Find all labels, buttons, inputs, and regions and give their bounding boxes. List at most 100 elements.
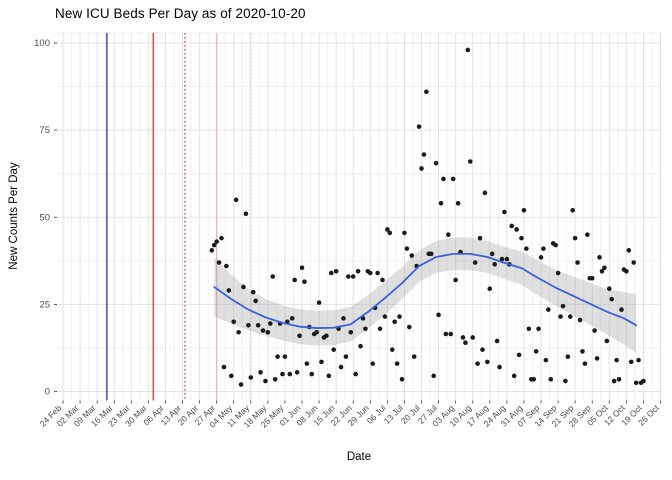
scatter-point	[619, 307, 624, 312]
scatter-point	[599, 268, 605, 274]
scatter-point	[570, 207, 576, 213]
scatter-point	[409, 253, 415, 258]
scatter-point	[397, 314, 402, 319]
scatter-point	[348, 329, 354, 335]
scatter-point	[370, 361, 376, 366]
scatter-point	[265, 329, 271, 335]
scatter-point	[628, 359, 634, 365]
scatter-point	[350, 274, 356, 279]
scatter-point	[343, 354, 349, 359]
scatter-point	[602, 265, 607, 271]
scatter-point	[233, 197, 239, 203]
scatter-point	[260, 328, 266, 333]
scatter-point	[467, 159, 473, 164]
scatter-point	[475, 361, 480, 366]
scatter-point	[543, 357, 549, 363]
scatter-point	[407, 324, 412, 330]
scatter-point	[411, 354, 417, 359]
scatter-point	[585, 232, 590, 237]
scatter-point	[358, 343, 363, 349]
scatter-point	[614, 357, 619, 363]
scatter-point	[582, 361, 588, 366]
scatter-point	[480, 347, 485, 352]
scatter-point	[567, 314, 573, 319]
scatter-point	[597, 255, 602, 260]
scatter-point	[253, 298, 258, 304]
scatter-point	[497, 364, 502, 370]
scatter-point	[502, 209, 507, 215]
scatter-point	[380, 277, 385, 283]
chart-title: New ICU Beds Per Day as of 2020-10-20	[55, 6, 306, 21]
scatter-point	[624, 268, 629, 274]
scatter-point	[436, 312, 441, 318]
scatter-point	[238, 382, 244, 387]
scatter-point	[421, 152, 427, 157]
scatter-point	[521, 207, 527, 213]
scatter-point	[355, 268, 361, 274]
scatter-point	[299, 265, 305, 271]
scatter-point	[546, 307, 551, 312]
scatter-point	[224, 263, 229, 269]
scatter-point	[226, 288, 232, 293]
scatter-point	[575, 260, 580, 265]
scatter-point	[443, 331, 449, 337]
scatter-point	[328, 270, 334, 276]
scatter-point	[341, 316, 346, 321]
scatter-point	[241, 284, 246, 290]
scatter-point	[209, 248, 215, 253]
scatter-point	[228, 373, 234, 379]
scatter-point	[258, 370, 263, 375]
scatter-point	[448, 331, 454, 337]
scatter-point	[346, 274, 351, 279]
scatter-point	[519, 235, 524, 241]
scatter-point	[636, 357, 641, 363]
scatter-point	[267, 321, 273, 326]
scatter-point	[558, 314, 563, 319]
scatter-point	[404, 246, 410, 251]
scatter-point	[419, 166, 424, 171]
scatter-point	[243, 211, 249, 217]
scatter-point	[394, 361, 400, 366]
scatter-point	[324, 333, 329, 339]
y-tick-label: 100	[34, 38, 50, 49]
scatter-point	[577, 317, 583, 323]
scatter-point	[309, 371, 315, 377]
scatter-point	[485, 359, 490, 365]
scatter-point	[538, 255, 544, 260]
scatter-point	[263, 378, 268, 384]
scatter-point	[609, 296, 615, 302]
scatter-point	[572, 235, 578, 241]
scatter-point	[460, 335, 466, 340]
scatter-point	[487, 286, 493, 291]
scatter-point	[316, 300, 322, 305]
scatter-point	[428, 251, 434, 257]
smooth-trend-line	[213, 252, 638, 329]
scatter-point	[363, 326, 368, 332]
scatter-point	[592, 328, 597, 333]
scatter-point	[524, 246, 529, 251]
scatter-point	[533, 349, 539, 354]
scatter-point	[236, 329, 241, 335]
scatter-point	[441, 176, 446, 182]
scatter-point	[455, 201, 461, 206]
scatter-point	[541, 246, 546, 251]
scatter-point	[589, 275, 595, 281]
scatter-point	[477, 235, 483, 241]
confidence-band	[214, 237, 637, 354]
scatter-point	[553, 242, 558, 248]
scatter-point	[492, 261, 497, 267]
scatter-point	[314, 329, 319, 335]
scatter-point	[511, 373, 517, 379]
scatter-point	[470, 335, 476, 340]
scatter-point	[282, 354, 288, 359]
scatter-point	[424, 89, 429, 95]
scatter-point	[482, 190, 488, 196]
scatter-point	[472, 260, 478, 265]
scatter-point	[431, 373, 436, 379]
scatter-point	[353, 371, 358, 377]
scatter-point	[504, 256, 510, 262]
scatter-point	[280, 371, 285, 377]
scatter-point	[580, 349, 585, 354]
scatter-point	[446, 232, 451, 237]
